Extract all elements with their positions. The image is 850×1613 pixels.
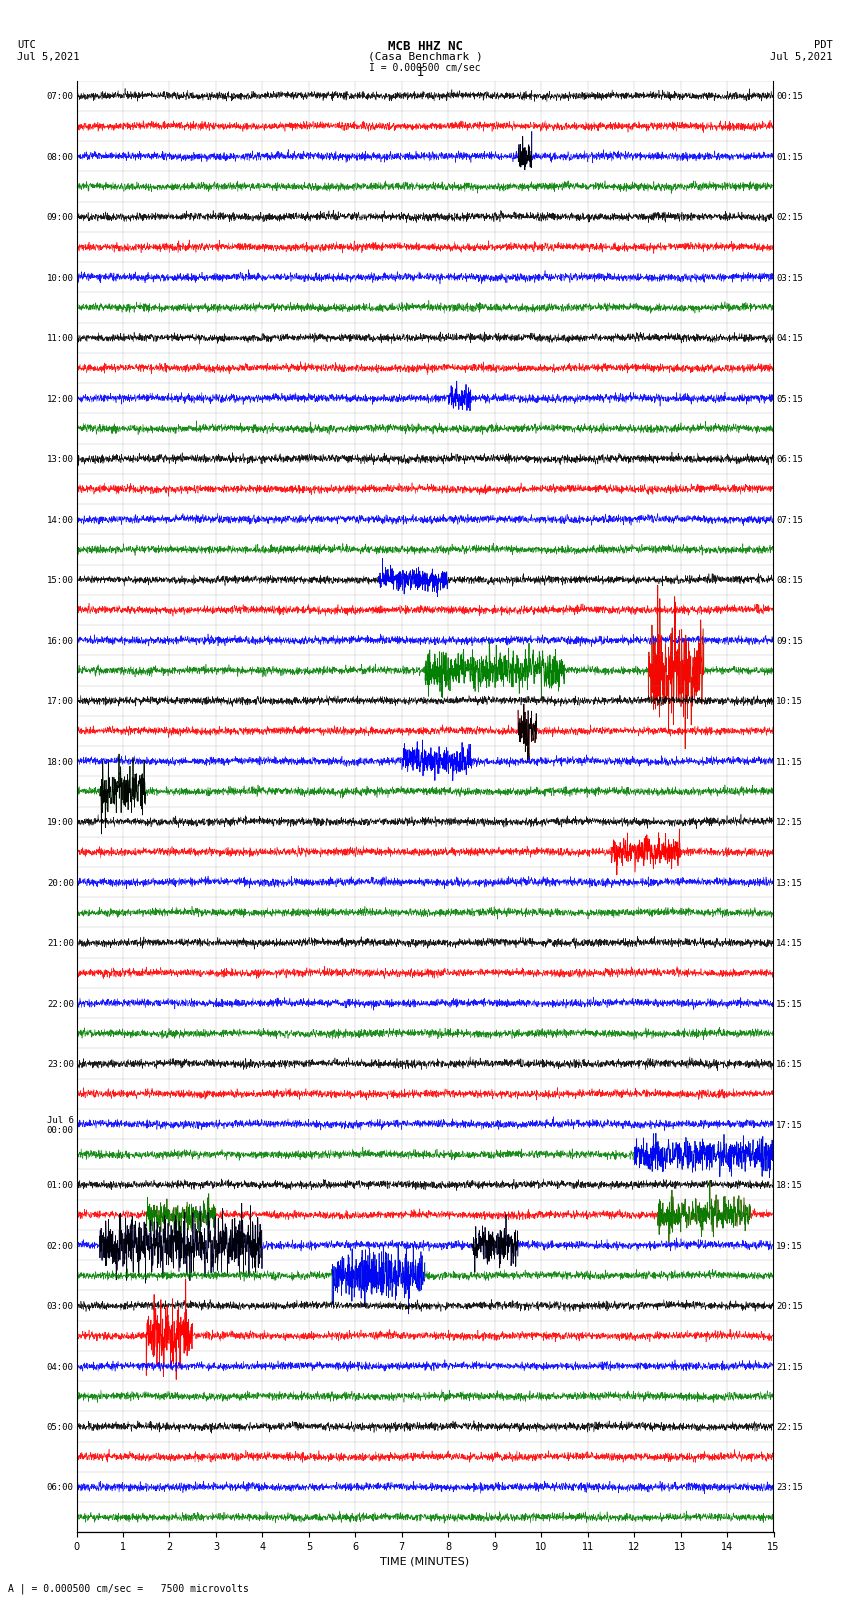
Text: I: I [417,66,424,79]
Text: PDT
Jul 5,2021: PDT Jul 5,2021 [770,40,833,61]
Text: I = 0.000500 cm/sec: I = 0.000500 cm/sec [369,63,481,73]
X-axis label: TIME (MINUTES): TIME (MINUTES) [381,1557,469,1566]
Text: UTC
Jul 5,2021: UTC Jul 5,2021 [17,40,80,61]
Text: MCB HHZ NC: MCB HHZ NC [388,40,462,53]
Text: A | = 0.000500 cm/sec =   7500 microvolts: A | = 0.000500 cm/sec = 7500 microvolts [8,1582,249,1594]
Text: (Casa Benchmark ): (Casa Benchmark ) [367,52,483,61]
